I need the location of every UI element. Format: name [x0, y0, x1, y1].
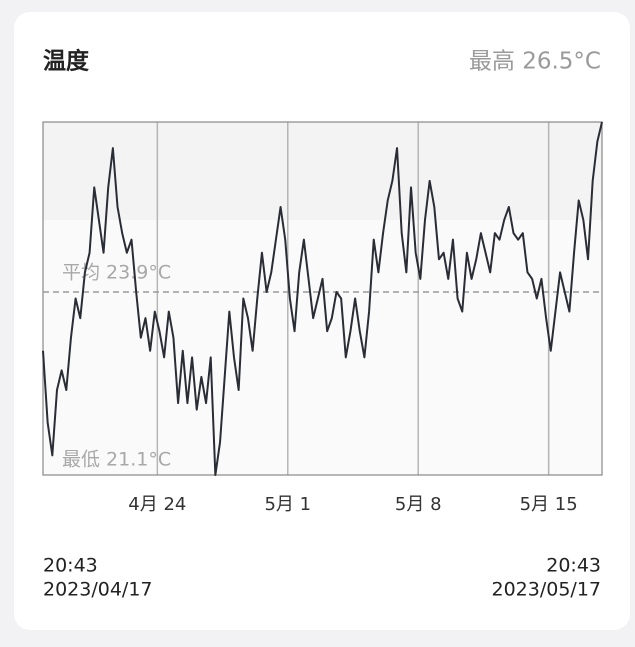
x-tick-label: 5月 15	[520, 494, 578, 515]
start-date: 2023/04/17	[43, 579, 153, 601]
temperature-line	[42, 121, 603, 476]
x-tick-label: 5月 1	[264, 494, 311, 515]
x-tick-label: 4月 24	[128, 494, 186, 515]
plot-border	[42, 121, 603, 476]
start-time: 20:43	[43, 555, 98, 577]
chart-title: 温度	[43, 48, 90, 75]
end-time: 20:43	[546, 555, 601, 577]
min-label: 最低 21.1°C	[62, 449, 171, 471]
max-label: 最高 26.5°C	[469, 49, 601, 75]
end-date: 2023/05/17	[491, 579, 601, 601]
average-label: 平均 23.9°C	[62, 261, 171, 283]
x-tick-label: 5月 8	[395, 494, 442, 515]
plot-band	[43, 122, 602, 220]
